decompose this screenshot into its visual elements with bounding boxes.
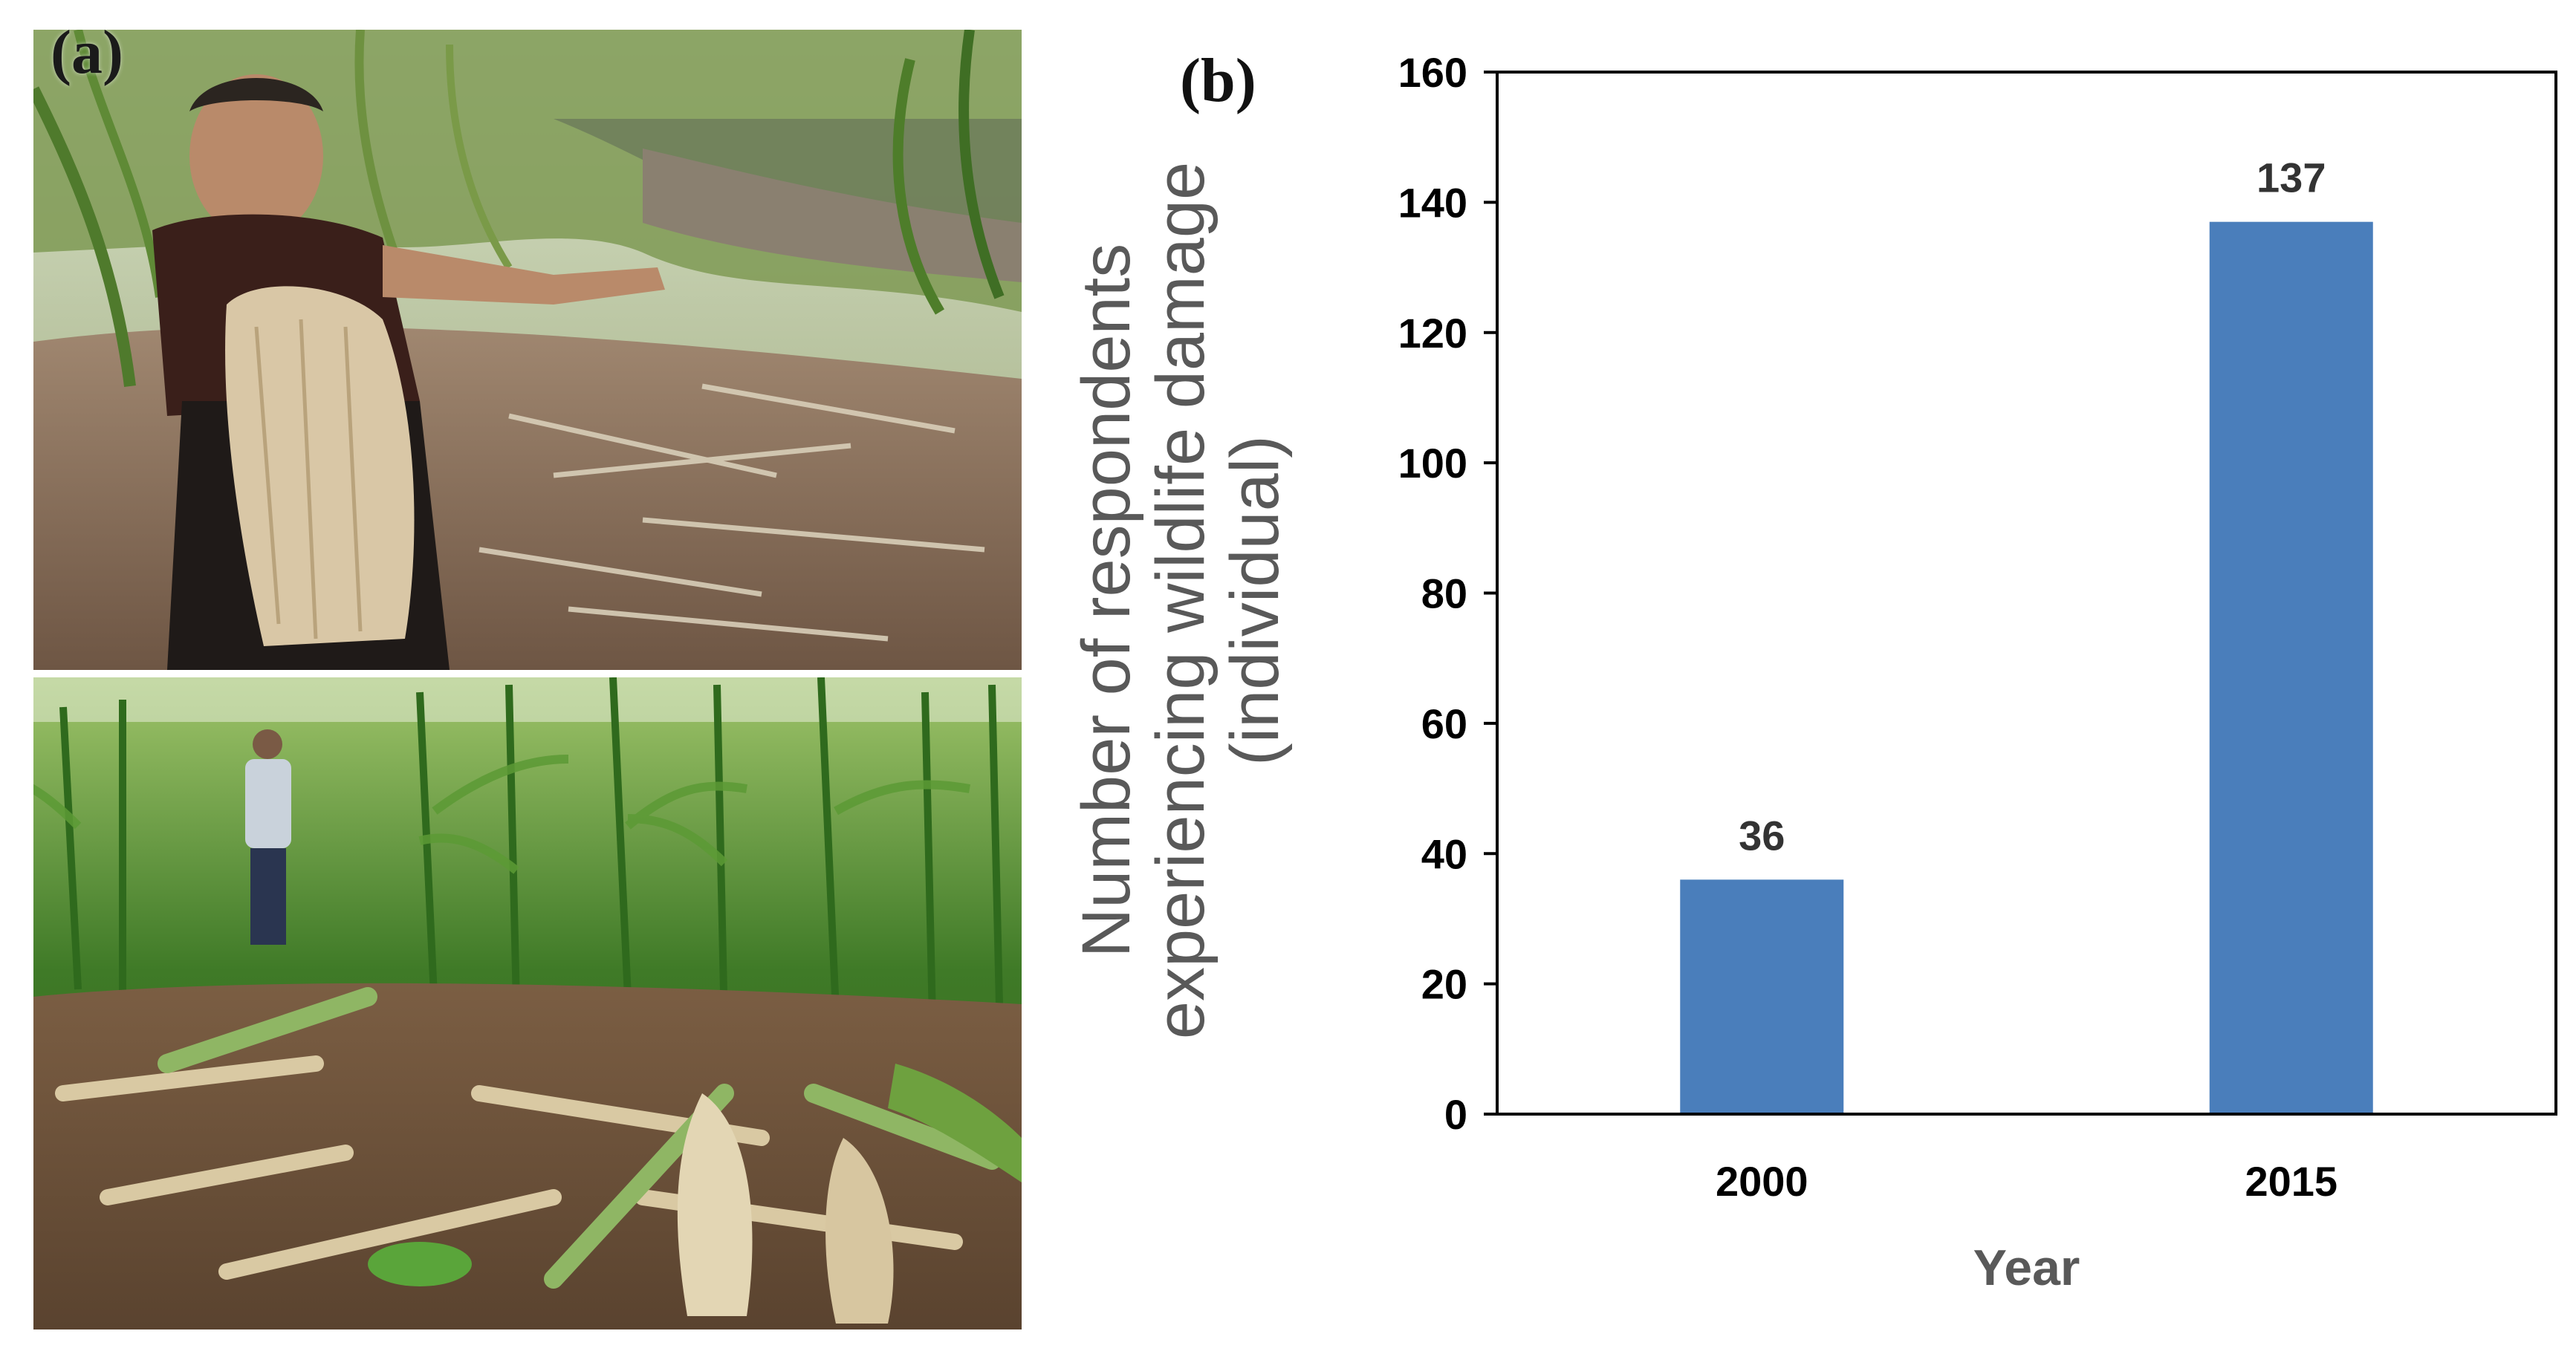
x-axis-label: Year xyxy=(1973,1240,2080,1296)
y-tick-label: 0 xyxy=(1444,1091,1467,1138)
x-tick-label-2015: 2015 xyxy=(2245,1158,2337,1205)
y-tick-label: 60 xyxy=(1421,700,1467,747)
bar-2000 xyxy=(1680,879,1844,1114)
y-axis-ticks: 0 20 40 60 80 100 120 140 160 xyxy=(1398,49,1497,1138)
y-axis-label: Number of respondentsexperiencing wildli… xyxy=(1068,162,1293,1039)
photo-farmer-damaged-corn xyxy=(33,30,1022,670)
photo-panel-a xyxy=(33,30,1022,1329)
photo-trampled-cornfield xyxy=(33,677,1022,1329)
y-tick-label: 40 xyxy=(1421,830,1467,877)
y-tick-label: 140 xyxy=(1398,179,1467,226)
data-labels: 36 137 xyxy=(1739,154,2326,859)
bar-2015 xyxy=(2209,221,2373,1114)
plot-frame xyxy=(1496,71,2557,1116)
panel-label-a: (a) xyxy=(51,18,123,87)
y-axis-label-line: experiencing wildlife damage xyxy=(1143,162,1219,1039)
bars xyxy=(1680,221,2373,1114)
y-axis-label-line: (individual) xyxy=(1217,435,1293,766)
data-label-2015: 137 xyxy=(2257,154,2326,201)
x-tick-label-2000: 2000 xyxy=(1716,1158,1808,1205)
y-tick-label: 20 xyxy=(1421,961,1467,1008)
y-tick-label: 100 xyxy=(1398,440,1467,486)
y-axis-label-line: Number of respondents xyxy=(1068,244,1144,957)
y-tick-label: 80 xyxy=(1421,570,1467,617)
panel-label-b: (b) xyxy=(1180,46,1256,115)
y-tick-label: 120 xyxy=(1398,310,1467,357)
y-tick-label: 160 xyxy=(1398,49,1467,96)
x-axis-ticks: 2000 2015 xyxy=(1716,1158,2337,1205)
data-label-2000: 36 xyxy=(1739,812,1785,859)
